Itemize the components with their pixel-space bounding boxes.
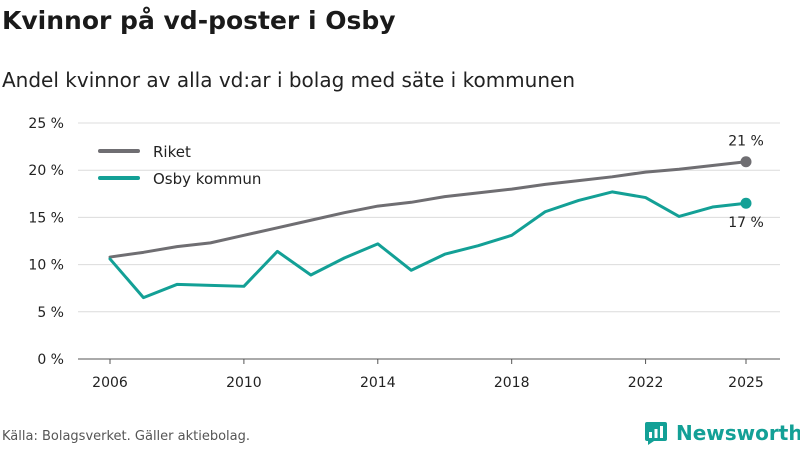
brand-logo: Newsworthy — [644, 420, 800, 446]
y-tick-label: 10 % — [28, 258, 64, 274]
y-tick-label: 15 % — [28, 210, 64, 226]
x-tick-label: 2010 — [226, 375, 262, 391]
grid-lines — [78, 122, 780, 360]
series-line-riket — [108, 160, 748, 259]
chart-title: Kvinnor på vd-poster i Osby — [2, 6, 396, 35]
series-line-osby — [108, 190, 748, 300]
end-point-osby — [740, 197, 752, 209]
y-tick-label: 20 % — [28, 163, 64, 179]
y-axis-ticks: 0 % 5 % 10 % 15 % 20 % 25 % — [28, 116, 64, 368]
x-axis: 2006 2010 2014 2018 2022 2025 — [92, 359, 764, 391]
y-tick-label: 0 % — [37, 352, 64, 368]
x-tick-label: 2006 — [92, 375, 128, 391]
end-value-label: 21 % — [728, 134, 764, 150]
end-point-riket — [740, 156, 752, 168]
y-tick-label: 25 % — [28, 116, 64, 132]
series-lines: 21 % 17 % — [108, 134, 764, 300]
legend-label: Osby kommun — [153, 170, 261, 188]
legend-label: Riket — [153, 143, 191, 161]
y-tick-label: 5 % — [37, 305, 64, 321]
end-value-label: 17 % — [728, 215, 764, 231]
source-note: Källa: Bolagsverket. Gäller aktiebolag. — [2, 429, 251, 444]
brand-name: Newsworthy — [676, 421, 800, 445]
newsworthy-logo-icon — [645, 422, 667, 445]
x-tick-label: 2018 — [494, 375, 530, 391]
x-tick-label: 2025 — [728, 375, 764, 391]
chart-subtitle: Andel kvinnor av alla vd:ar i bolag med … — [2, 68, 575, 92]
legend: Riket Osby kommun — [98, 143, 261, 188]
x-tick-label: 2022 — [628, 375, 664, 391]
x-tick-label: 2014 — [360, 375, 396, 391]
